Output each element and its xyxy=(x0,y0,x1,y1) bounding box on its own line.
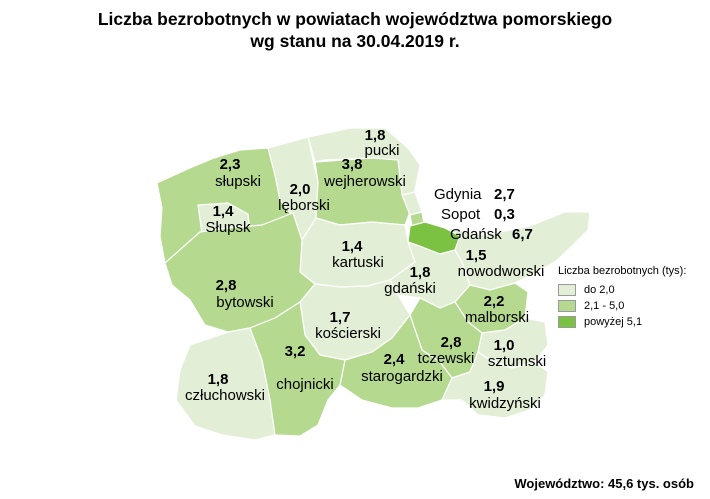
legend-item-mid: 2,1 - 5,0 xyxy=(558,298,686,314)
region-chojnicki[interactable] xyxy=(249,301,346,437)
label-name-nowodworski: nowodworski xyxy=(458,263,545,280)
region-wejherowski[interactable] xyxy=(314,157,411,226)
label-value-wejherowski: 3,8 xyxy=(342,156,363,173)
voivodeship-total: Województwo: 45,6 tys. osób xyxy=(514,476,694,491)
map-legend: Liczba bezrobotnych (tys): do 2,0 2,1 - … xyxy=(558,264,686,330)
label-value-chojnicki: 3,2 xyxy=(285,343,306,360)
label-name-kwidzynski: kwidzyński xyxy=(469,395,541,412)
label-value-czluchowski: 1,8 xyxy=(208,371,229,388)
label-value-slupski: 2,3 xyxy=(220,156,241,173)
county-labels: 1,8 pucki 2,3 słupski 3,8 wejherowski 2,… xyxy=(185,127,546,412)
label-name-chojnicki: chojnicki xyxy=(276,376,334,393)
legend-label-high: powyżej 5,1 xyxy=(584,315,643,328)
label-name-slupski: słupski xyxy=(215,173,261,190)
label-name-koscierski: kościerski xyxy=(315,325,381,342)
legend-swatch-mid xyxy=(558,300,576,312)
label-value-bytowski: 2,8 xyxy=(216,277,237,294)
label-value-slupsk: 1,4 xyxy=(213,203,235,220)
county-shapes xyxy=(156,127,591,441)
legend-item-high: powyżej 5,1 xyxy=(558,314,686,330)
label-name-czluchowski: człuchowski xyxy=(185,387,265,404)
label-name-leborski: lęborski xyxy=(278,197,330,214)
label-value-koscierski: 1,7 xyxy=(330,309,351,326)
legend-swatch-high xyxy=(558,316,576,328)
label-name-slupsk: Słupsk xyxy=(205,219,251,236)
label-value-kwidzynski: 1,9 xyxy=(484,378,505,395)
label-name-pucki: pucki xyxy=(364,142,399,159)
label-value-malborski: 2,2 xyxy=(484,293,505,310)
label-value-kartuski: 1,4 xyxy=(342,238,364,255)
label-name-tczewski: tczewski xyxy=(418,350,475,367)
region-czluchowski[interactable] xyxy=(175,327,276,441)
label-value-pucki: 1,8 xyxy=(365,127,386,144)
label-name-sopot: Sopot xyxy=(441,206,481,223)
region-kwidzynski[interactable] xyxy=(441,351,549,419)
label-value-starogardzki: 2,4 xyxy=(384,351,406,368)
legend-swatch-low xyxy=(558,284,576,296)
label-name-gdynia: Gdynia xyxy=(434,186,482,203)
label-value-sopot: 0,3 xyxy=(494,206,515,223)
label-value-leborski: 2,0 xyxy=(290,181,311,198)
label-value-gdynia: 2,7 xyxy=(494,186,515,203)
label-value-sztumski: 1,0 xyxy=(494,337,515,354)
legend-item-low: do 2,0 xyxy=(558,282,686,298)
label-name-gdanski: gdański xyxy=(384,280,436,297)
label-name-sztumski: sztumski xyxy=(488,353,546,370)
label-value-gdanski: 1,8 xyxy=(410,264,431,281)
legend-label-low: do 2,0 xyxy=(584,283,615,296)
legend-title: Liczba bezrobotnych (tys): xyxy=(558,265,687,277)
label-name-bytowski: bytowski xyxy=(216,294,274,311)
map-title: Liczba bezrobotnych w powiatach wojewódz… xyxy=(0,8,710,52)
label-name-starogardzki: starogardzki xyxy=(361,368,443,385)
label-value-gdansk: 6,7 xyxy=(512,226,533,243)
label-name-kartuski: kartuski xyxy=(332,254,384,271)
label-value-nowodworski: 1,5 xyxy=(466,247,487,264)
map-title-line2: wg stanu na 30.04.2019 r. xyxy=(250,31,460,51)
map-title-line1: Liczba bezrobotnych w powiatach wojewódz… xyxy=(97,9,613,29)
label-value-tczewski: 2,8 xyxy=(441,334,462,351)
label-name-malborski: malborski xyxy=(465,309,529,326)
label-name-gdansk: Gdańsk xyxy=(450,226,502,243)
label-name-wejherowski: wejherowski xyxy=(323,173,406,190)
legend-label-mid: 2,1 - 5,0 xyxy=(584,299,625,312)
